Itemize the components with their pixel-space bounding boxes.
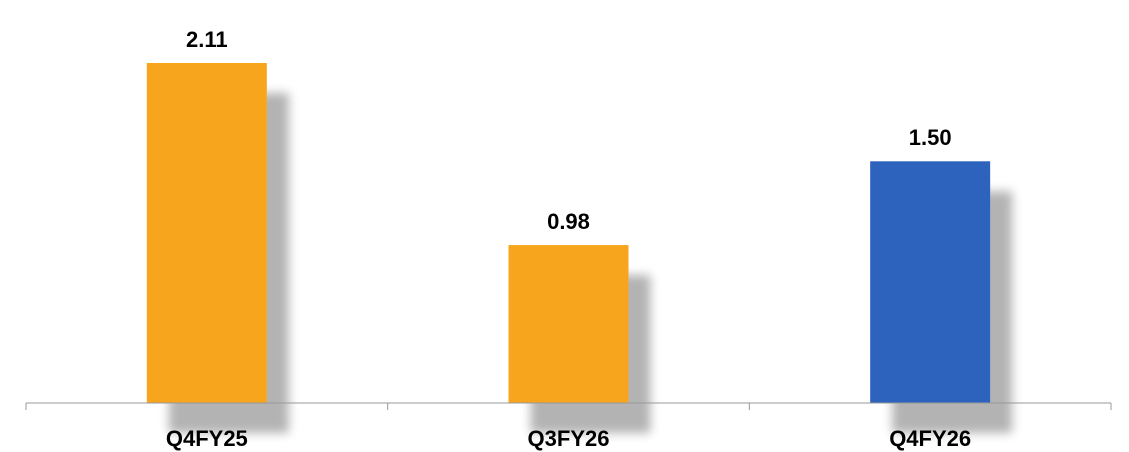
bar [508, 245, 629, 403]
x-tick-label: Q4FY26 [889, 426, 971, 451]
value-label: 2.11 [186, 27, 228, 52]
x-tick-label: Q3FY26 [528, 426, 610, 451]
bar [870, 161, 991, 403]
x-tick-label: Q4FY25 [166, 426, 248, 451]
value-label: 1.50 [909, 125, 952, 150]
value-label: 0.98 [547, 209, 590, 234]
bar [146, 63, 267, 403]
